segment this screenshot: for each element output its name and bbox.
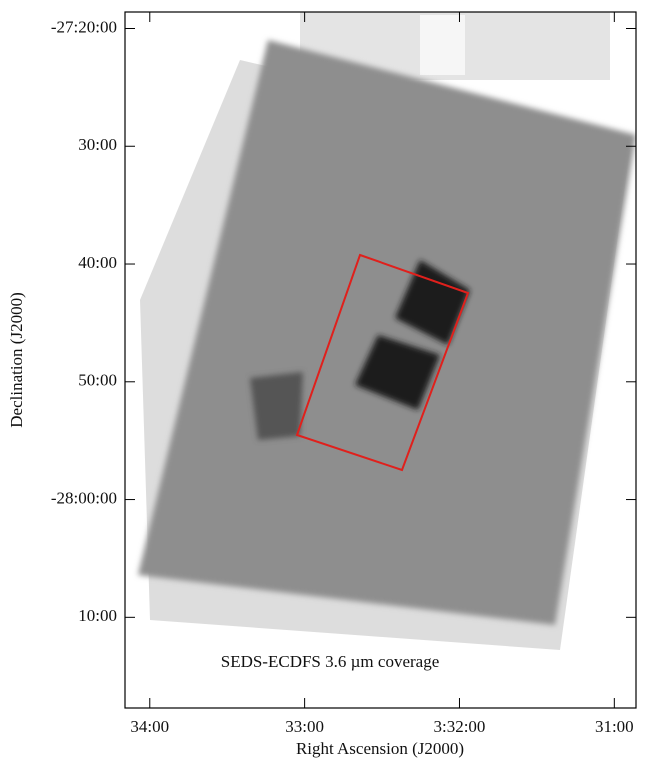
annotation: SEDS-ECDFS 3.6 µm coverage: [221, 652, 440, 671]
plot-frame: [124, 11, 637, 709]
y-tick-label: 10:00: [78, 606, 117, 625]
y-tick-label: -27:20:00: [51, 17, 117, 36]
x-tick-label: 33:00: [285, 717, 324, 736]
y-tick-label: 50:00: [78, 371, 117, 390]
coverage-deep: [355, 335, 440, 410]
region-outline: [295, 253, 470, 472]
y-tick-label: 40:00: [78, 253, 117, 272]
x-tick-label: 34:00: [130, 717, 169, 736]
coverage-deep: [395, 260, 470, 345]
y-axis-label: Declination (J2000): [7, 292, 26, 428]
x-tick-label: 31:00: [595, 717, 634, 736]
coverage-deep: [250, 372, 303, 440]
x-axis-label: Right Ascension (J2000): [296, 739, 464, 758]
coverage-fringe: [420, 15, 465, 75]
y-tick-label: -28:00:00: [51, 488, 117, 507]
coverage-main: [138, 40, 636, 625]
coverage-image: [138, 12, 636, 650]
x-tick-label: 3:32:00: [433, 717, 485, 736]
y-tick-label: 30:00: [78, 135, 117, 154]
